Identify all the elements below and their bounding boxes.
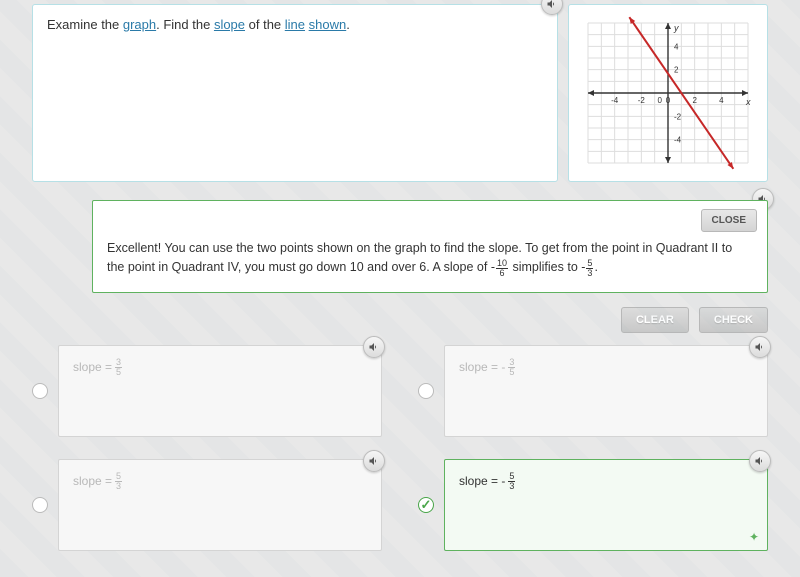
speaker-icon[interactable] (749, 336, 771, 358)
q-part: . Find the (156, 17, 214, 32)
svg-text:4: 4 (719, 96, 724, 105)
svg-text:y: y (673, 23, 679, 33)
top-row: Examine the graph. Find the slope of the… (0, 0, 800, 182)
clear-button[interactable]: CLEAR (621, 307, 689, 333)
feedback-text-part: simplifies to - (509, 260, 585, 274)
question-panel: Examine the graph. Find the slope of the… (32, 4, 558, 182)
feedback-region: CLOSE Excellent! You can use the two poi… (92, 200, 768, 293)
answer-choices: slope = 35 slope = -35 slope = 53 slope = -… (0, 341, 800, 551)
choice-radio[interactable] (32, 383, 48, 399)
svg-text:x: x (745, 97, 751, 107)
q-link-line[interactable]: line (285, 17, 305, 32)
svg-text:0: 0 (666, 96, 671, 105)
fraction-den: 3 (586, 269, 593, 278)
svg-text:-4: -4 (674, 136, 682, 145)
q-link-graph[interactable]: graph (123, 17, 156, 32)
choice-radio[interactable] (32, 497, 48, 513)
choice-label: slope = -53 (459, 472, 753, 491)
q-part: Examine the (47, 17, 123, 32)
speaker-icon[interactable] (749, 450, 771, 472)
q-link-shown[interactable]: shown (309, 17, 347, 32)
svg-text:2: 2 (692, 96, 697, 105)
svg-text:-2: -2 (638, 96, 646, 105)
choice-cell: slope = -35 (418, 345, 768, 437)
close-button[interactable]: CLOSE (701, 209, 757, 232)
choice-box[interactable]: slope = 53 (58, 459, 382, 551)
svg-text:4: 4 (674, 42, 679, 51)
speaker-icon[interactable] (541, 0, 563, 15)
coordinate-graph: -4-2024-4-2240xy (578, 13, 758, 173)
fraction-den: 6 (496, 269, 508, 278)
choice-label: slope = 53 (73, 472, 367, 491)
feedback-text: Excellent! You can use the two points sh… (107, 239, 753, 278)
q-part: . (346, 17, 350, 32)
action-row: CLEAR CHECK (0, 293, 800, 341)
feedback-panel: CLOSE Excellent! You can use the two poi… (92, 200, 768, 293)
choice-label: slope = -35 (459, 358, 753, 377)
fraction: 53 (586, 259, 593, 278)
svg-text:-4: -4 (611, 96, 619, 105)
choice-cell: slope = 53 (32, 459, 382, 551)
choice-box[interactable]: slope = -53 ✦ (444, 459, 768, 551)
choice-cell: slope = -53 ✦ (418, 459, 768, 551)
svg-text:0: 0 (658, 96, 663, 105)
fraction: 106 (496, 259, 508, 278)
question-text: Examine the graph. Find the slope of the… (47, 17, 543, 32)
graph-panel: -4-2024-4-2240xy (568, 4, 768, 182)
choice-box[interactable]: slope = 35 (58, 345, 382, 437)
q-part: of the (245, 17, 285, 32)
svg-text:-2: -2 (674, 112, 682, 121)
check-button[interactable]: CHECK (699, 307, 768, 333)
speaker-icon[interactable] (363, 450, 385, 472)
speaker-icon[interactable] (363, 336, 385, 358)
q-link-slope[interactable]: slope (214, 17, 245, 32)
hint-icon[interactable]: ✦ (749, 530, 759, 544)
feedback-text-part: Excellent! You can use the two points sh… (107, 241, 732, 274)
choice-radio[interactable] (418, 383, 434, 399)
choice-radio[interactable] (418, 497, 434, 513)
choice-cell: slope = 35 (32, 345, 382, 437)
choice-box[interactable]: slope = -35 (444, 345, 768, 437)
feedback-text-part: . (594, 260, 597, 274)
choice-label: slope = 35 (73, 358, 367, 377)
svg-text:2: 2 (674, 66, 679, 75)
